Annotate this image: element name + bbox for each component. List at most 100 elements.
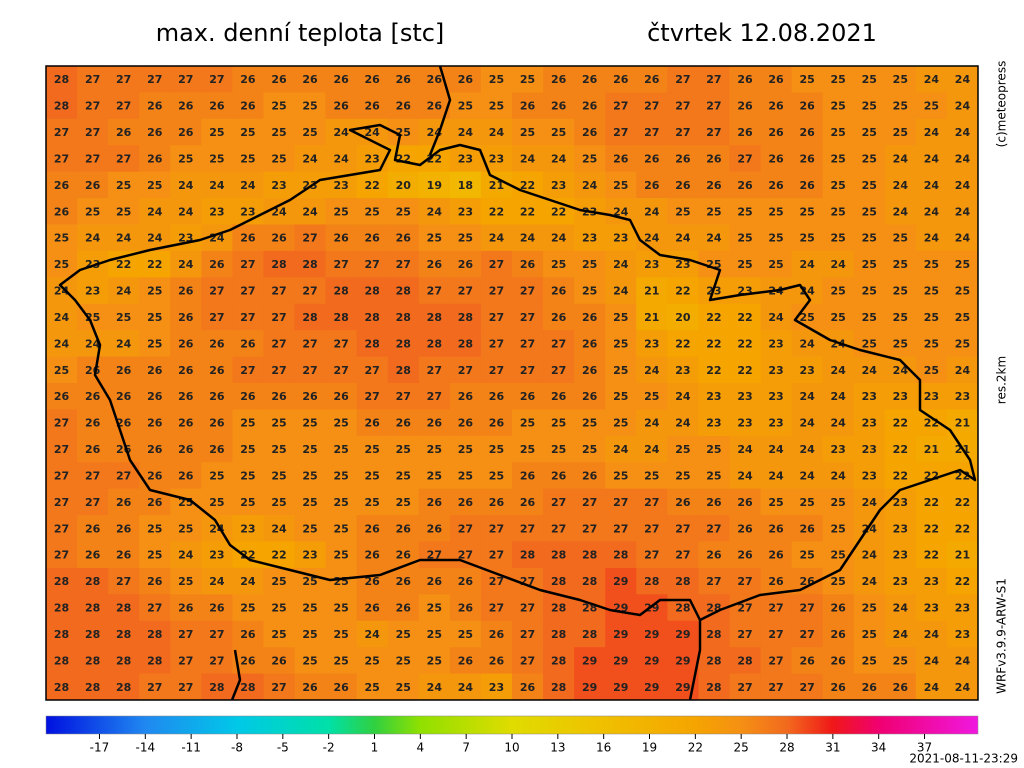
cell-value: 23 [489,681,504,694]
cell-value: 25 [458,232,473,245]
cell-value: 26 [458,258,474,271]
cell-value: 27 [551,522,566,535]
cell [232,409,264,437]
cell [46,198,78,225]
cell-value: 25 [209,152,224,165]
cell [139,277,171,305]
cell-value: 24 [862,549,878,562]
cell [108,303,140,331]
cell [884,92,917,120]
cell-value: 22 [924,522,939,535]
cell [512,383,544,410]
cell [139,409,171,437]
cell-value: 25 [333,654,348,667]
cell-value: 27 [551,496,566,509]
cell-value: 27 [613,100,628,113]
cell [170,541,202,569]
cell-value: 23 [955,390,970,403]
cell [512,462,544,490]
cell-value: 25 [116,179,131,192]
cell [325,515,358,542]
cell [46,356,78,384]
cell-value: 26 [551,311,567,324]
cell-value: 23 [862,390,877,403]
cell-value: 23 [365,152,380,165]
cell-value: 27 [54,522,69,535]
cell [667,198,699,225]
cell [294,66,327,93]
cell [418,171,451,199]
cell-value: 26 [333,681,349,694]
cell [139,435,171,463]
cell [605,515,637,542]
cell-value: 26 [85,417,101,430]
cell-value: 25 [551,417,566,430]
cell [46,488,78,516]
cell-value: 22 [520,205,535,218]
cell [574,330,606,358]
cell-value: 26 [458,496,474,509]
cell [201,515,233,542]
cell [480,594,513,622]
cell [387,541,420,569]
cell-value: 28 [54,681,69,694]
cell [356,145,389,173]
cell [170,356,202,384]
cell [139,118,171,146]
cell-value: 24 [147,232,163,245]
cell-value: 22 [551,205,566,218]
cell [325,409,358,437]
cell [512,171,544,199]
cell [574,567,606,595]
cell [387,515,420,542]
cell-value: 27 [675,126,690,139]
cell [108,541,140,569]
cell [946,541,979,569]
cell [418,435,451,463]
cell-value: 26 [862,681,878,694]
cell-value: 25 [862,179,877,192]
cell-value: 26 [396,522,412,535]
cell [77,171,109,199]
cell [667,620,699,648]
cell [263,594,296,622]
cell [356,92,389,120]
cell [512,66,544,93]
cell-value: 26 [768,575,784,588]
cell-value: 23 [209,205,224,218]
cell-value: 27 [768,681,783,694]
cell [232,488,264,516]
cell-value: 27 [613,496,628,509]
cell-value: 24 [831,390,847,403]
cell-value: 27 [582,496,597,509]
cell-value: 25 [893,73,908,86]
cell-value: 27 [799,602,814,615]
cell-value: 22 [893,469,908,482]
cell [46,66,78,93]
cell [822,594,855,622]
cell-value: 25 [271,443,286,456]
cell [325,567,358,595]
cell [698,356,730,384]
cell-value: 25 [551,443,566,456]
cell-value: 24 [955,126,971,139]
cell-value: 25 [333,205,348,218]
cell [884,620,917,648]
cell [356,567,389,595]
cell [356,647,389,675]
cell [946,118,979,146]
cell [263,66,296,93]
cell [480,620,513,648]
cell [294,515,327,542]
cell [791,409,824,437]
cell-value: 27 [147,681,162,694]
cell [698,383,730,410]
cell-value: 26 [799,126,815,139]
cell-value: 26 [147,443,163,456]
cell-value: 25 [893,285,908,298]
cell-value: 27 [178,73,193,86]
cell-value: 28 [582,575,597,588]
cell-value: 27 [458,364,473,377]
cell-value: 22 [955,522,970,535]
cell [170,435,202,463]
